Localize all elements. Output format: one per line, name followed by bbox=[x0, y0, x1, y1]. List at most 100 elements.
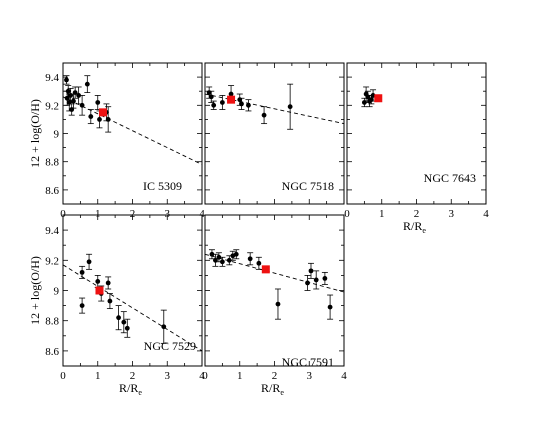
y-tick-label: 9.2 bbox=[45, 100, 59, 112]
data-point bbox=[95, 279, 101, 284]
galaxy-label: NGC 7591 bbox=[282, 355, 334, 369]
data-point bbox=[370, 93, 376, 98]
data-point bbox=[121, 319, 127, 325]
x-tick-label: 2 bbox=[130, 208, 136, 220]
highlight-marker bbox=[227, 95, 236, 104]
data-point bbox=[211, 102, 217, 108]
x-tick-label: 3 bbox=[449, 208, 455, 220]
data-point bbox=[65, 88, 71, 94]
galaxy-label: IC 5309 bbox=[143, 179, 182, 193]
x-axis-label: R/Re bbox=[261, 381, 284, 397]
data-point bbox=[275, 301, 281, 307]
plot-frame bbox=[204, 214, 345, 367]
x-tick-label: 1 bbox=[95, 208, 101, 220]
x-tick-label: 2 bbox=[272, 370, 278, 382]
x-tick-label: 1 bbox=[379, 208, 385, 220]
data-point bbox=[97, 117, 102, 122]
data-point bbox=[287, 104, 293, 110]
data-point bbox=[208, 94, 214, 100]
data-point bbox=[95, 100, 101, 105]
gradient-fit-line bbox=[204, 93, 345, 125]
highlight-marker bbox=[95, 286, 104, 295]
data-point bbox=[107, 298, 113, 304]
data-point bbox=[305, 280, 310, 286]
galaxy-label: NGC 7643 bbox=[424, 171, 476, 185]
x-tick-label: 3 bbox=[165, 208, 171, 220]
data-point bbox=[313, 277, 319, 283]
x-axis-label-subscript: e bbox=[280, 388, 284, 397]
x-axis-label-subscript: e bbox=[422, 226, 426, 235]
y-tick-label: 9 bbox=[54, 129, 60, 141]
data-point bbox=[71, 98, 76, 104]
x-tick-label: 4 bbox=[199, 370, 205, 382]
data-point bbox=[219, 100, 225, 105]
gradient-fit-line bbox=[62, 96, 203, 165]
x-tick-label: 3 bbox=[307, 370, 313, 382]
data-point bbox=[76, 93, 82, 98]
data-point bbox=[161, 324, 167, 330]
data-point bbox=[247, 256, 253, 262]
data-point bbox=[79, 102, 85, 108]
y-axis-label: 12 + log(O/H) bbox=[28, 99, 42, 168]
x-axis-label-main: R/R bbox=[119, 381, 138, 395]
data-point bbox=[261, 112, 267, 118]
data-point bbox=[64, 77, 69, 83]
data-point bbox=[105, 280, 111, 286]
x-tick-label: 0 bbox=[202, 370, 208, 382]
y-tick-label: 9.2 bbox=[45, 255, 59, 267]
y-tick-label: 8.6 bbox=[45, 346, 59, 358]
x-tick-label: 1 bbox=[237, 370, 243, 382]
x-tick-label: 3 bbox=[165, 370, 171, 382]
x-tick-label: 4 bbox=[199, 208, 205, 220]
data-point bbox=[226, 257, 232, 263]
data-point bbox=[228, 91, 234, 97]
y-tick-label: 8.8 bbox=[45, 316, 59, 328]
data-point bbox=[79, 303, 85, 308]
y-tick-label: 8.6 bbox=[45, 185, 59, 197]
panel-ngc7591: NGC 7591 0 1 2 3 4 R/Re bbox=[202, 214, 347, 397]
y-tick-label: 9 bbox=[54, 286, 60, 298]
x-tick-label: 0 bbox=[60, 208, 66, 220]
data-point bbox=[256, 260, 262, 266]
data-point bbox=[239, 101, 244, 107]
highlight-marker bbox=[374, 94, 383, 103]
data-point bbox=[233, 251, 239, 257]
galaxy-label: NGC 7518 bbox=[282, 179, 334, 193]
data-point bbox=[327, 304, 333, 310]
x-tick-label: 4 bbox=[341, 370, 347, 382]
data-point bbox=[72, 90, 78, 96]
gradient-fit-line bbox=[204, 253, 345, 293]
x-axis-label: R/Re bbox=[119, 381, 142, 397]
x-axis-label-main: R/R bbox=[403, 219, 422, 233]
panel-ngc7643: NGC 7643 0 1 2 3 4 R/Re bbox=[344, 62, 489, 235]
y-tick-label: 9.4 bbox=[45, 72, 59, 84]
y-tick-label: 9.4 bbox=[45, 225, 59, 237]
gradient-fit-line bbox=[62, 264, 203, 352]
panel-ngc7529: NGC 7529 0 1 2 3 4 8.6 8.8 9 9.2 9.4 12 + log(O/H)… bbox=[28, 214, 205, 397]
x-tick-label: 4 bbox=[483, 208, 489, 220]
y-tick-label: 8.8 bbox=[45, 157, 59, 169]
data-point bbox=[86, 259, 92, 265]
data-point bbox=[116, 315, 121, 321]
data-point bbox=[322, 276, 328, 281]
x-tick-label: 2 bbox=[414, 208, 420, 220]
galaxy-label: NGC 7529 bbox=[144, 339, 196, 353]
x-tick-label: 2 bbox=[130, 370, 136, 382]
panel-ngc7518: NGC 7518 bbox=[204, 62, 345, 205]
data-point bbox=[308, 268, 314, 274]
data-point bbox=[79, 269, 85, 275]
data-point bbox=[216, 254, 222, 260]
data-point bbox=[88, 114, 94, 119]
highlight-marker bbox=[98, 108, 107, 117]
y-axis-label: 12 + log(O/H) bbox=[28, 256, 42, 325]
data-point bbox=[84, 81, 90, 87]
x-axis-label: R/Re bbox=[403, 219, 426, 235]
x-axis-label-main: R/R bbox=[261, 381, 280, 395]
data-point bbox=[124, 325, 130, 331]
highlight-marker bbox=[261, 265, 270, 274]
x-axis-label-subscript: e bbox=[138, 388, 142, 397]
data-point bbox=[246, 102, 251, 108]
panel-ic5309: IC 5309 0 1 2 3 4 8.6 8.8 9 9.2 9.4 12 + log(O/H) bbox=[28, 62, 205, 220]
data-point bbox=[219, 259, 225, 265]
